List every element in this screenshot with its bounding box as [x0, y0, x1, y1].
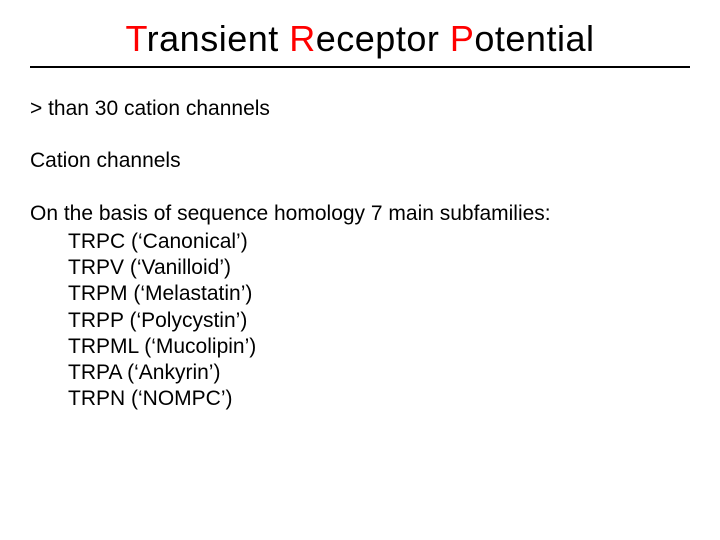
subfamilies-intro: On the basis of sequence homology 7 main… — [30, 201, 690, 227]
subfamily-item: TRPM (‘Melastatin’) — [68, 281, 690, 307]
title-word-3: Potential — [450, 18, 595, 59]
slide: Transient Receptor Potential > than 30 c… — [0, 0, 720, 540]
title-word-2: Receptor — [289, 18, 439, 59]
subfamily-item: TRPML (‘Mucolipin’) — [68, 334, 690, 360]
title-word-1: Transient — [126, 18, 279, 59]
body-line-1: > than 30 cation channels — [30, 96, 690, 122]
slide-title: Transient Receptor Potential — [30, 18, 690, 60]
title-rest-2: eceptor — [316, 18, 440, 59]
title-rest-3: otential — [474, 18, 594, 59]
subfamily-item: TRPA (‘Ankyrin’) — [68, 360, 690, 386]
title-initial-3: P — [450, 18, 475, 59]
body-line-2: Cation channels — [30, 148, 690, 174]
title-initial-1: T — [126, 18, 147, 59]
subfamilies-list: TRPC (‘Canonical’) TRPV (‘Vanilloid’) TR… — [30, 229, 690, 413]
slide-body: > than 30 cation channels Cation channel… — [30, 96, 690, 413]
subfamily-item: TRPC (‘Canonical’) — [68, 229, 690, 255]
subfamily-item: TRPV (‘Vanilloid’) — [68, 255, 690, 281]
title-rest-1: ransient — [147, 18, 279, 59]
subfamily-item: TRPN (‘NOMPC’) — [68, 386, 690, 412]
subfamily-item: TRPP (‘Polycystin’) — [68, 308, 690, 334]
title-underline — [30, 66, 690, 68]
title-initial-2: R — [289, 18, 316, 59]
